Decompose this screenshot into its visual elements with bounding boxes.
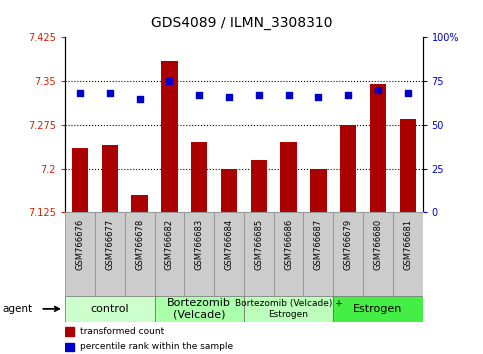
Text: GSM766682: GSM766682 (165, 219, 174, 270)
Point (255, 92, 263, 98)
Bar (244, 212, 274, 296)
Bar (370, 84, 386, 212)
Bar (333, 212, 363, 296)
Bar (399, 119, 416, 212)
Bar (303, 212, 333, 296)
Bar (221, 169, 237, 212)
Text: transformed count: transformed count (80, 326, 164, 336)
Text: Bortezomib (Velcade) +
Estrogen: Bortezomib (Velcade) + Estrogen (235, 299, 342, 319)
Bar (393, 212, 423, 296)
Bar (102, 145, 118, 212)
Text: GSM766687: GSM766687 (314, 219, 323, 270)
Bar (333, 296, 423, 322)
Bar (251, 160, 267, 212)
Text: GSM766685: GSM766685 (255, 219, 263, 270)
Text: GSM766678: GSM766678 (135, 219, 144, 270)
Text: control: control (91, 304, 129, 314)
Bar (214, 212, 244, 296)
Bar (65, 327, 74, 336)
Bar (340, 125, 356, 212)
Bar (244, 296, 333, 322)
Text: GSM766683: GSM766683 (195, 219, 204, 270)
Point (76, 90, 84, 96)
Bar (363, 212, 393, 296)
Bar (65, 296, 155, 322)
Text: percentile rank within the sample: percentile rank within the sample (80, 342, 233, 352)
Bar (125, 212, 155, 296)
Text: GSM766680: GSM766680 (373, 219, 383, 270)
Text: GSM766681: GSM766681 (403, 219, 412, 270)
Text: GSM766679: GSM766679 (344, 219, 353, 270)
Point (374, 87, 382, 93)
Text: GSM766686: GSM766686 (284, 219, 293, 270)
Bar (72, 148, 88, 212)
Text: GSM766676: GSM766676 (76, 219, 85, 270)
Bar (131, 195, 148, 212)
Point (285, 92, 293, 98)
Bar (281, 142, 297, 212)
Point (314, 94, 322, 99)
Text: GDS4089 / ILMN_3308310: GDS4089 / ILMN_3308310 (151, 16, 332, 30)
Bar (191, 142, 207, 212)
Bar (155, 296, 244, 322)
Point (225, 94, 233, 99)
Text: agent: agent (2, 304, 32, 314)
Bar (161, 61, 178, 212)
Bar (95, 212, 125, 296)
Point (196, 92, 203, 98)
Text: GSM766684: GSM766684 (225, 219, 233, 270)
Bar (185, 212, 214, 296)
Text: GSM766677: GSM766677 (105, 219, 114, 270)
Point (136, 96, 143, 101)
Bar (65, 212, 95, 296)
Point (106, 90, 114, 96)
Text: Bortezomib
(Velcade): Bortezomib (Velcade) (167, 298, 231, 320)
Text: Estrogen: Estrogen (353, 304, 403, 314)
Point (404, 90, 412, 96)
Bar (65, 343, 74, 352)
Point (166, 78, 173, 84)
Bar (310, 169, 327, 212)
Bar (274, 212, 303, 296)
Point (344, 92, 352, 98)
Bar (155, 212, 185, 296)
